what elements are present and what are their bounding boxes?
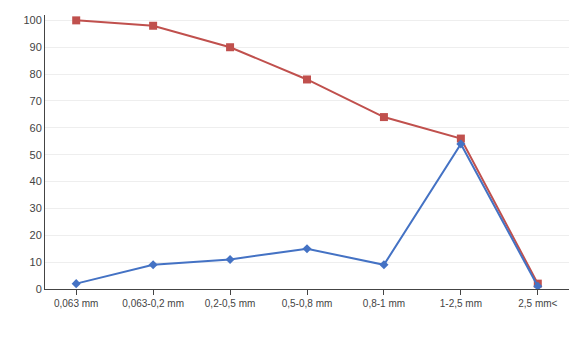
svg-text:50: 50 [30, 149, 42, 161]
svg-text:30: 30 [30, 202, 42, 214]
svg-text:0: 0 [36, 283, 42, 295]
svg-text:20: 20 [30, 229, 42, 241]
svg-text:60: 60 [30, 122, 42, 134]
svg-text:0,2-0,5 mm: 0,2-0,5 mm [205, 298, 256, 309]
svg-text:100: 100 [23, 14, 41, 26]
svg-text:0,063 mm: 0,063 mm [54, 298, 98, 309]
svg-text:10: 10 [30, 256, 42, 268]
svg-text:1-2,5 mm: 1-2,5 mm [440, 298, 482, 309]
svg-text:0,063-0,2 mm: 0,063-0,2 mm [122, 298, 184, 309]
svg-text:2,5 mm<: 2,5 mm< [518, 298, 557, 309]
svg-text:40: 40 [30, 175, 42, 187]
svg-text:70: 70 [30, 95, 42, 107]
svg-text:90: 90 [30, 41, 42, 53]
svg-text:0,8-1 mm: 0,8-1 mm [363, 298, 405, 309]
svg-text:80: 80 [30, 68, 42, 80]
svg-text:0,5-0,8 mm: 0,5-0,8 mm [282, 298, 333, 309]
